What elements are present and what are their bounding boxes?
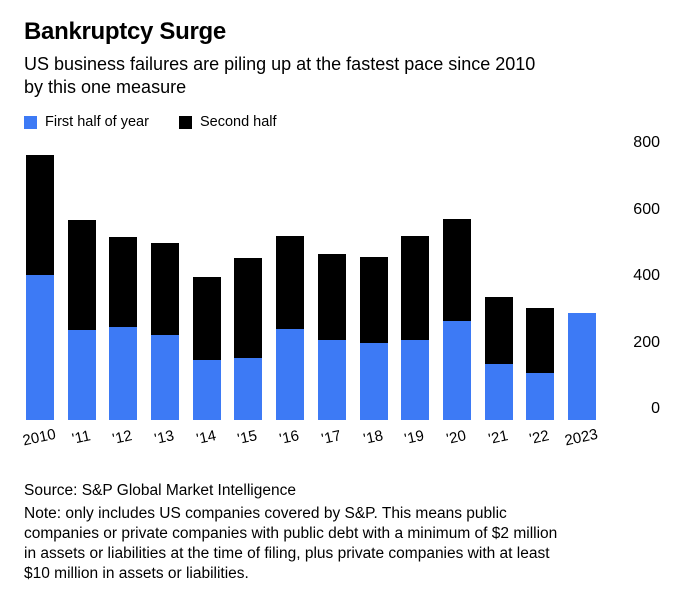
bar-16 — [276, 235, 305, 421]
x-tick-label: 2010 — [21, 426, 58, 450]
x-tick-label: '21 — [486, 427, 510, 449]
bar-segment-first-half — [526, 372, 555, 421]
page-subtitle: US business failures are piling up at th… — [24, 53, 536, 97]
bar-segment-first-half — [276, 328, 305, 421]
source-text: Source: S&P Global Market Intelligence — [24, 482, 296, 500]
x-tick-label: '12 — [111, 427, 134, 449]
stacked-bar-chart: 0 200 400 600 800 — [24, 135, 660, 421]
bar-segment-first-half — [401, 339, 430, 421]
bar-segment-first-half — [26, 275, 54, 421]
y-tick-label: 0 — [651, 400, 660, 418]
x-tick-label: '18 — [361, 427, 385, 449]
x-tick-label: '19 — [403, 427, 426, 449]
x-tick-label: '15 — [236, 427, 260, 449]
bar-segment-second-half — [67, 220, 96, 330]
bar-19 — [401, 235, 430, 421]
x-axis-labels: 2010 '11 '12 '13 '14 '15 '16 '17 '18 '19 '20 '21 '22… — [21, 426, 600, 453]
y-tick-label: 400 — [633, 267, 660, 285]
bar-segment-second-half — [359, 256, 388, 344]
bar-22 — [526, 307, 555, 421]
y-tick-label: 200 — [633, 333, 660, 351]
bar-13 — [151, 242, 180, 421]
bar-segment-second-half — [442, 218, 471, 322]
bar-segment-first-half — [67, 329, 96, 421]
bar-segment-second-half — [26, 155, 54, 276]
plot-area — [24, 144, 598, 421]
bar-segment-first-half — [151, 334, 180, 421]
bar-segment-first-half — [567, 312, 596, 421]
x-tick-label: '22 — [528, 427, 551, 449]
y-tick-label: 600 — [633, 200, 660, 218]
bar-18 — [359, 256, 388, 421]
bar-segment-second-half — [192, 277, 221, 360]
legend-item-first-half: First half of year — [24, 114, 149, 130]
chart-footer: Source: S&P Global Market Intelligence N… — [24, 481, 660, 584]
legend-label-second-half: Second half — [199, 114, 277, 131]
x-tick-label: 2023 — [563, 426, 600, 450]
bar-21 — [484, 297, 513, 421]
bar-segment-first-half — [234, 357, 263, 421]
bar-segment-second-half — [317, 253, 346, 340]
bar-12 — [109, 236, 138, 421]
bar-15 — [234, 258, 263, 421]
x-tick-label: '14 — [194, 427, 218, 449]
bar-segment-second-half — [401, 235, 430, 340]
bar-segment-second-half — [234, 258, 263, 358]
chart-legend: First half of year Second half — [24, 114, 660, 130]
bar-segment-first-half — [192, 359, 221, 421]
bar-segment-second-half — [276, 235, 305, 329]
x-tick-label: '13 — [153, 427, 176, 449]
y-axis: 0 200 400 600 800 — [612, 134, 660, 420]
x-tick-label: '16 — [278, 427, 301, 449]
bar-17 — [317, 253, 346, 421]
y-tick-label: 800 — [633, 134, 660, 152]
bar-segment-second-half — [484, 297, 513, 364]
bar-2010 — [26, 155, 54, 421]
legend-label-first-half: First half of year — [45, 114, 149, 131]
bar-20 — [442, 218, 471, 421]
bar-segment-first-half — [484, 363, 513, 421]
bar-11 — [67, 220, 96, 421]
x-tick-label: '11 — [70, 427, 92, 449]
bar-segment-first-half — [317, 339, 346, 421]
bar-segment-second-half — [526, 307, 555, 373]
bar-segment-second-half — [151, 242, 180, 335]
bar-segment-first-half — [109, 326, 138, 421]
legend-swatch-first-half-icon — [24, 115, 37, 129]
bar-segment-second-half — [109, 236, 138, 327]
page-title: Bankruptcy Surge — [24, 18, 226, 45]
legend-item-second-half: Second half — [178, 114, 277, 131]
legend-swatch-second-half-icon — [178, 115, 192, 129]
bar-segment-first-half — [442, 321, 471, 421]
bar-14 — [192, 277, 221, 421]
note-text: Note: only includes US companies covered… — [24, 504, 558, 582]
x-tick-label: '17 — [319, 427, 343, 449]
x-tick-label: '20 — [444, 427, 468, 449]
bar-2023 — [567, 312, 596, 421]
bar-segment-first-half — [359, 343, 388, 421]
